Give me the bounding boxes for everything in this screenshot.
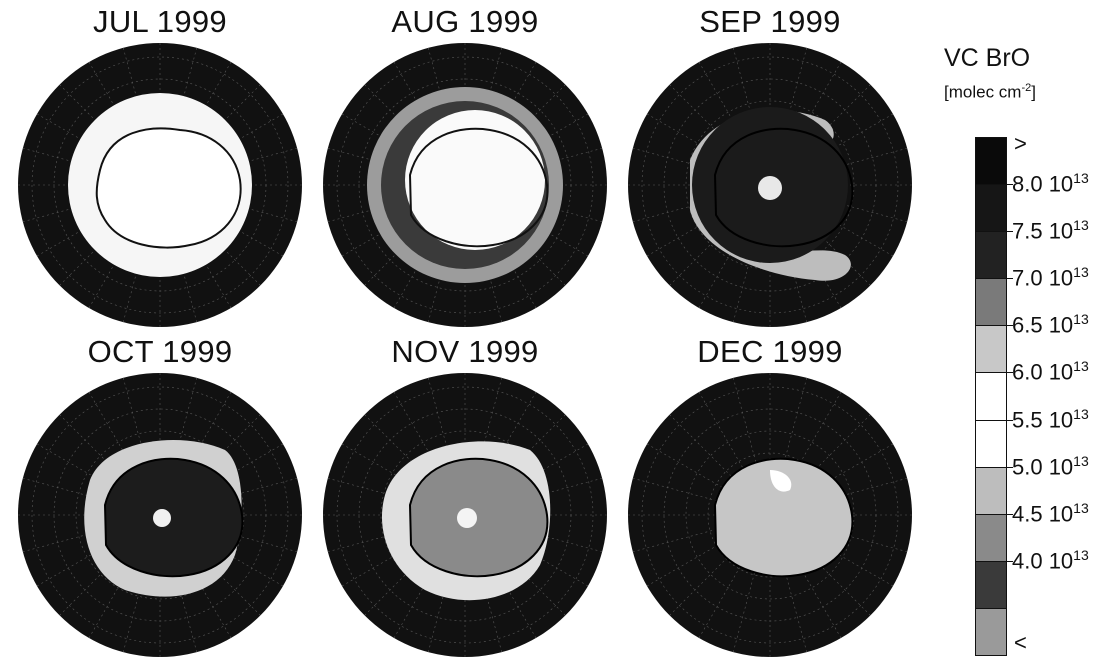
colorbar-tick-label: 6.0 1013 [1012,358,1089,385]
colorbar-segment [975,608,1007,656]
polar-map-sep [620,40,920,330]
colorbar-segment [975,372,1007,420]
colorbar-segment [975,514,1007,562]
colorbar-segment [975,184,1007,232]
polar-map-oct [10,370,310,660]
legend-title: VC BrO [944,44,1030,73]
panel-title: AUG 1999 [315,4,615,40]
polar-map-aug [315,40,615,330]
colorbar-tick-label: 7.0 1013 [1012,264,1089,291]
map-panel-oct: OCT 1999 [10,330,310,660]
colorbar-below-glyph: < [1014,630,1027,656]
colorbar-segment [975,420,1007,468]
colorbar [975,137,1007,655]
colorbar-tick-label: 7.5 1013 [1012,217,1089,244]
colorbar-tick-label: 8.0 1013 [1012,170,1089,197]
colorbar-segment [975,325,1007,373]
colorbar-above-glyph: > [1014,131,1027,157]
panel-title: SEP 1999 [620,4,920,40]
map-panel-aug: AUG 1999 [315,0,615,330]
colorbar-segment [975,278,1007,326]
colorbar-tick-label: 6.5 1013 [1012,311,1089,338]
panel-title: OCT 1999 [10,334,310,370]
polar-map-nov [315,370,615,660]
colorbar-tick-label: 4.0 1013 [1012,547,1089,574]
panel-title: JUL 1999 [10,4,310,40]
colorbar-segment [975,467,1007,515]
panel-title: NOV 1999 [315,334,615,370]
map-panel-sep: SEP 1999 [620,0,920,330]
panel-title: DEC 1999 [620,334,920,370]
map-panel-nov: NOV 1999 [315,330,615,660]
polar-map-jul [10,40,310,330]
colorbar-tick-label: 5.5 1013 [1012,406,1089,433]
polar-map-dec [620,370,920,660]
colorbar-segment [975,137,1007,185]
colorbar-tick-label: 4.5 1013 [1012,500,1089,527]
colorbar-segment [975,561,1007,609]
map-panel-dec: DEC 1999 [620,330,920,660]
legend-unit: [molec cm-2] [944,82,1036,103]
map-panel-jul: JUL 1999 [10,0,310,330]
colorbar-tick-label: 5.0 1013 [1012,453,1089,480]
colorbar-segment [975,231,1007,279]
